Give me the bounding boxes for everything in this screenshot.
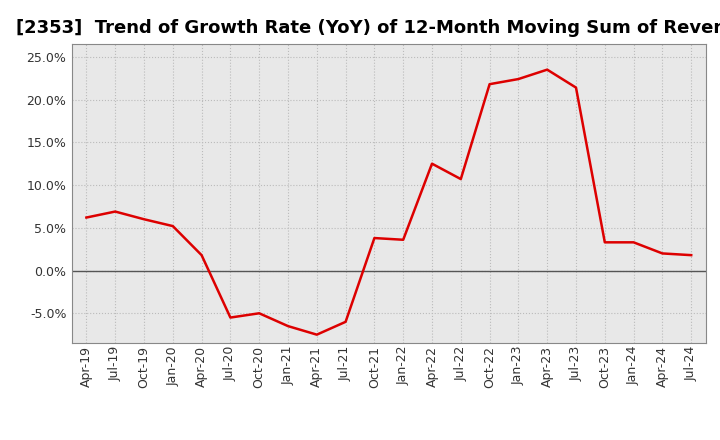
Title: [2353]  Trend of Growth Rate (YoY) of 12-Month Moving Sum of Revenues: [2353] Trend of Growth Rate (YoY) of 12-… — [16, 19, 720, 37]
